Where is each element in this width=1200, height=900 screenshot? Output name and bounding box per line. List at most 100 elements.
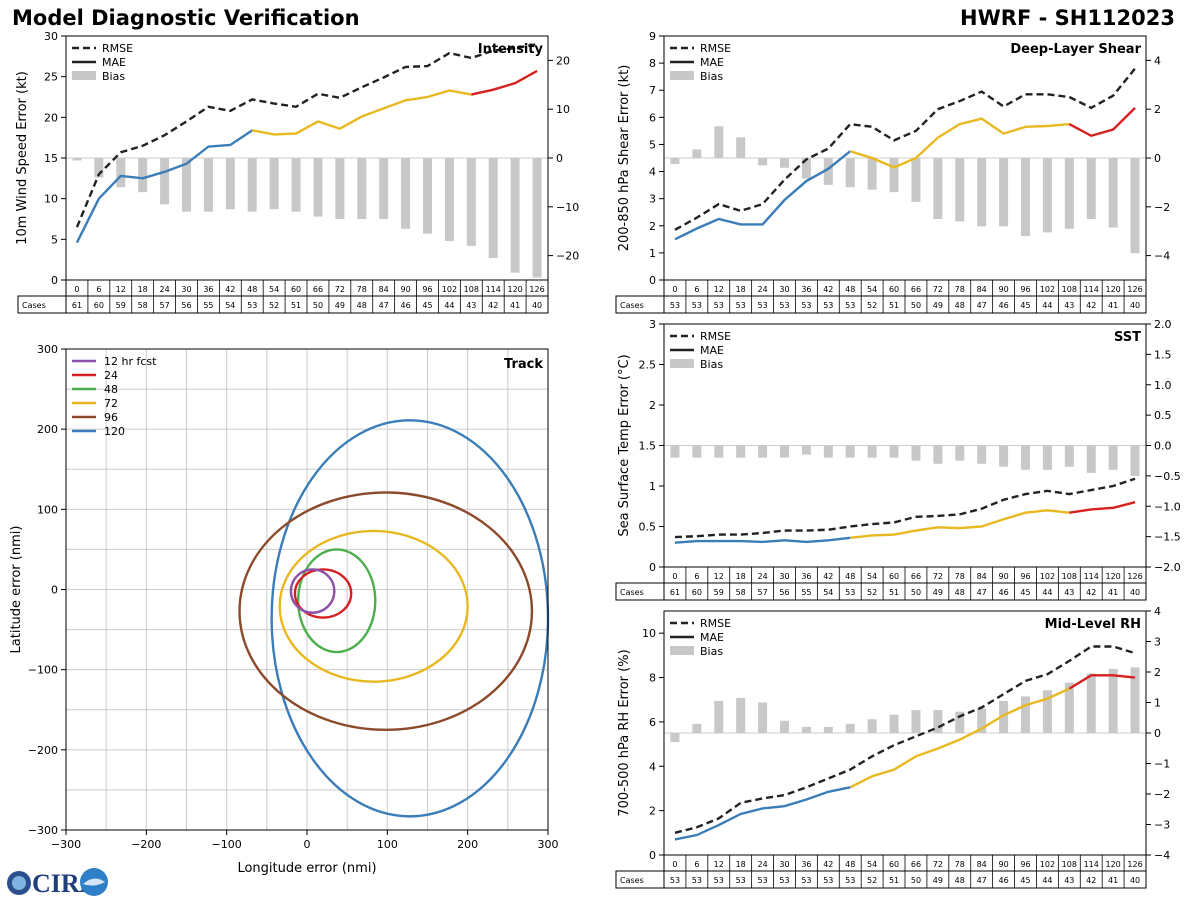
x-tick-label: 100 (377, 838, 398, 851)
y-tick-label: 0.5 (639, 521, 657, 534)
mae-line-mid (849, 117, 1070, 169)
bias-bar (933, 710, 943, 733)
hour-label: 90 (998, 285, 1008, 294)
legend-bias-label: Bias (700, 70, 723, 83)
legend-bias-label: Bias (102, 70, 125, 83)
bias-bar (955, 158, 965, 222)
bias-bar (247, 158, 257, 212)
hour-label: 0 (672, 860, 677, 869)
bias-bar (801, 445, 811, 455)
hour-label: 24 (757, 285, 767, 294)
bias-bar (1064, 445, 1074, 467)
bias-bar (801, 726, 811, 733)
bias-bar (1021, 696, 1030, 733)
mae-line-late (1068, 106, 1136, 138)
bias-bar (845, 723, 855, 733)
panel-sst: 0 0.5 1 1.5 2 2.5 3 −2.0 −1.5 −1.0 −0.5 0.0 0.5 1.0 1.… (615, 318, 1181, 601)
hour-label: 60 (889, 860, 899, 869)
cases-label: Cases (22, 301, 46, 310)
bias-bar (867, 719, 877, 733)
y-tick-label: 4 (649, 760, 656, 773)
rmse-line (75, 42, 538, 228)
case-count: 52 (867, 301, 877, 310)
y-tick-label: 1.5 (639, 440, 657, 453)
bias-bar (670, 445, 680, 458)
hour-label: 84 (977, 285, 987, 294)
y2-tick-label: 10 (556, 103, 570, 116)
y-tick-label: 8 (649, 57, 656, 70)
x-tick-label: −100 (212, 838, 242, 851)
hour-label: 30 (779, 860, 789, 869)
hour-label: 60 (291, 285, 301, 294)
bias-bar (1108, 158, 1118, 228)
bias-bar (977, 445, 987, 464)
panel-title: Deep-Layer Shear (1010, 42, 1141, 57)
bias-bar (116, 158, 126, 188)
case-count: 44 (1042, 876, 1052, 885)
case-count: 57 (159, 301, 169, 310)
bias-bar (1108, 668, 1118, 733)
bias-bar (160, 158, 170, 205)
hour-label: 12 (714, 860, 724, 869)
hour-label: 54 (867, 285, 877, 294)
mae-line-late (1068, 674, 1136, 690)
hour-label: 90 (400, 285, 410, 294)
case-count: 43 (1064, 876, 1074, 885)
case-count: 52 (867, 876, 877, 885)
hour-label: 30 (779, 285, 789, 294)
hour-label: 84 (379, 285, 389, 294)
cases-label-cell (615, 295, 665, 314)
y2-tick-label: 20 (556, 54, 570, 67)
case-count: 51 (889, 876, 899, 885)
bias-bar (670, 733, 680, 743)
x-tick-label: 0 (304, 838, 311, 851)
legend-bias-label: Bias (700, 358, 723, 371)
case-count: 52 (867, 588, 877, 597)
track-ellipse-72 (278, 529, 469, 683)
hour-label: 36 (801, 860, 811, 869)
legend-label: 120 (104, 425, 125, 438)
hour-label: 72 (933, 285, 943, 294)
bias-bar (933, 158, 943, 219)
case-count: 53 (714, 301, 724, 310)
case-count: 45 (1020, 876, 1030, 885)
hour-label: 30 (181, 285, 191, 294)
case-count: 60 (94, 301, 104, 310)
hour-label: 48 (247, 285, 257, 294)
rmse-line (674, 67, 1136, 231)
y2-tick-label: −2.0 (1154, 561, 1181, 574)
mae-line-late (471, 69, 538, 96)
case-count: 53 (823, 301, 833, 310)
bias-bar (225, 158, 235, 210)
legend-bias-swatch (670, 359, 694, 368)
panel-title: Mid-Level RH (1045, 617, 1141, 632)
panel-title: SST (1114, 330, 1141, 345)
hour-label: 18 (138, 285, 148, 294)
case-count: 53 (801, 301, 811, 310)
case-count: 43 (1064, 588, 1074, 597)
case-count: 49 (335, 301, 345, 310)
y2-tick-label: −1 (1154, 758, 1170, 771)
cases-label: Cases (620, 876, 644, 885)
bias-bar (444, 158, 454, 241)
hour-label: 24 (757, 572, 767, 581)
hour-label: 126 (529, 285, 544, 294)
y-tick-label: 6 (649, 716, 656, 729)
bias-bar (423, 158, 432, 234)
bias-bar (911, 445, 921, 461)
y2-tick-label: −2 (1154, 788, 1170, 801)
hour-label: 12 (116, 285, 126, 294)
y2-tick-label: −2 (1154, 201, 1170, 214)
bias-bar (1064, 682, 1074, 733)
case-count: 58 (138, 301, 148, 310)
bias-bar (867, 445, 877, 458)
y-tick-label: 2 (649, 220, 656, 233)
legend-label: 72 (104, 397, 118, 410)
hour-label: 84 (977, 860, 987, 869)
y-tick-label: 3 (649, 193, 656, 206)
hour-label: 0 (672, 572, 677, 581)
case-count: 43 (1064, 301, 1074, 310)
bias-bar (203, 158, 213, 212)
mae-line-mid (850, 509, 1070, 540)
case-count: 49 (933, 301, 943, 310)
